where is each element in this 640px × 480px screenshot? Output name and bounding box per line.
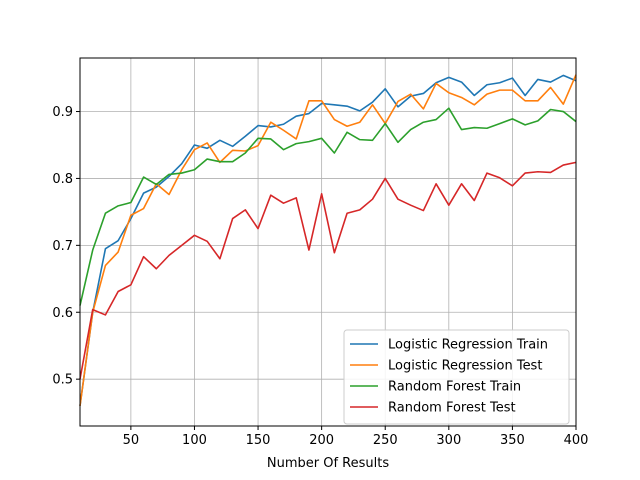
x-tick-label: 200 [309, 433, 334, 448]
y-tick-label: 0.7 [52, 239, 73, 254]
series-line-2 [79, 74, 577, 407]
series-line-1 [79, 74, 577, 407]
y-tick-label: 0.8 [52, 172, 73, 187]
x-tick-label: 50 [123, 433, 140, 448]
legend-label: Logistic Regression Train [388, 338, 548, 353]
x-tick-label: 250 [373, 433, 398, 448]
series-lines [79, 74, 577, 407]
y-tick-label: 0.9 [52, 105, 73, 120]
y-tick-label: 0.5 [52, 373, 73, 388]
series-line-4 [79, 161, 577, 380]
legend-label: Random Forest Train [388, 380, 521, 395]
plot-frame [79, 57, 577, 427]
x-tick-label: 400 [564, 433, 589, 448]
series-line-3 [79, 107, 577, 306]
x-tick-label: 150 [246, 433, 271, 448]
legend: Logistic Regression Train Logistic Regres… [343, 329, 570, 425]
legend-box [343, 329, 570, 425]
legend-label: Logistic Regression Test [388, 359, 542, 374]
x-tick-label: 100 [182, 433, 207, 448]
x-axis-label: Number Of Results [267, 456, 389, 471]
y-axis-ticks: 0.5 0.6 0.7 0.8 0.9 [52, 105, 80, 388]
y-tick-label: 0.6 [52, 306, 73, 321]
x-tick-label: 350 [500, 433, 525, 448]
x-axis-ticks: 50 100 150 200 250 300 350 400 [123, 426, 589, 448]
x-tick-label: 300 [436, 433, 461, 448]
legend-label: Random Forest Test [388, 401, 516, 416]
